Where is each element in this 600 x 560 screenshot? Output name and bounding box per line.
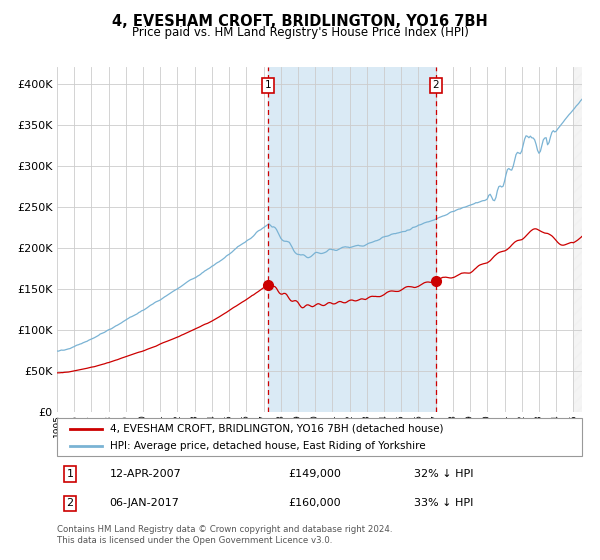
Text: 33% ↓ HPI: 33% ↓ HPI [414,498,473,508]
Text: 32% ↓ HPI: 32% ↓ HPI [414,469,473,479]
Text: 4, EVESHAM CROFT, BRIDLINGTON, YO16 7BH: 4, EVESHAM CROFT, BRIDLINGTON, YO16 7BH [112,14,488,29]
Text: 1: 1 [265,80,272,90]
Text: £160,000: £160,000 [288,498,341,508]
Text: Contains HM Land Registry data © Crown copyright and database right 2024.
This d: Contains HM Land Registry data © Crown c… [57,525,392,545]
FancyBboxPatch shape [57,418,582,456]
Text: 4, EVESHAM CROFT, BRIDLINGTON, YO16 7BH (detached house): 4, EVESHAM CROFT, BRIDLINGTON, YO16 7BH … [110,423,443,433]
Bar [268,67,436,412]
Text: 06-JAN-2017: 06-JAN-2017 [110,498,179,508]
Bar [574,67,582,412]
Text: 12-APR-2007: 12-APR-2007 [110,469,181,479]
Text: 2: 2 [67,498,74,508]
Text: £149,000: £149,000 [288,469,341,479]
Text: 1: 1 [67,469,74,479]
Text: Price paid vs. HM Land Registry's House Price Index (HPI): Price paid vs. HM Land Registry's House … [131,26,469,39]
Text: 2: 2 [433,80,439,90]
Text: HPI: Average price, detached house, East Riding of Yorkshire: HPI: Average price, detached house, East… [110,441,425,451]
